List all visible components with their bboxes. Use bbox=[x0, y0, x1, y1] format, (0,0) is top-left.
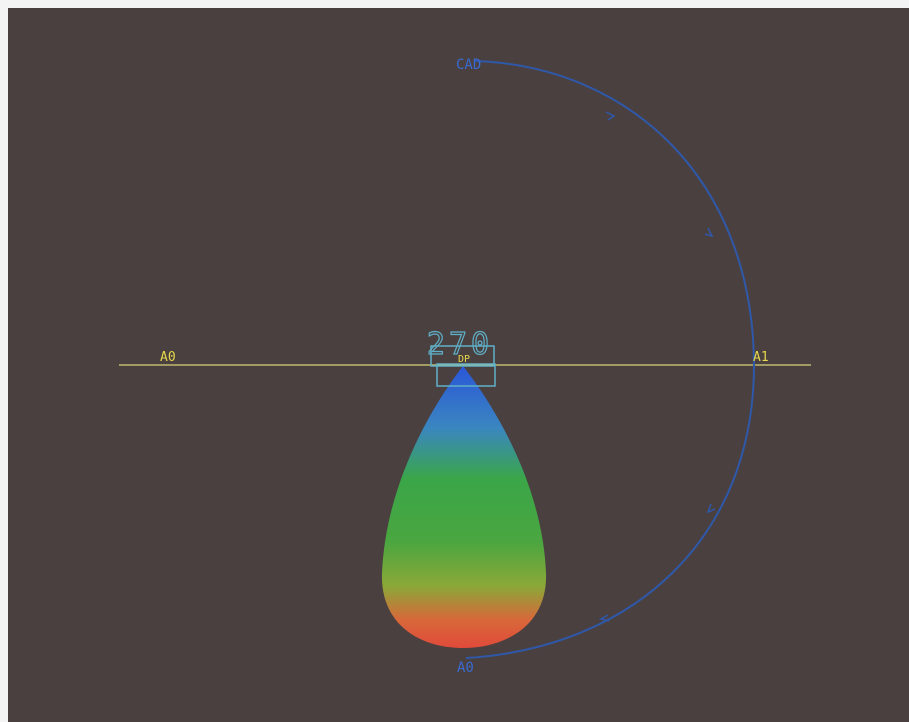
arc-marker-3 bbox=[706, 503, 716, 514]
teardrop-shape bbox=[381, 366, 547, 648]
viewport-canvas: 270 DP A0 A1 CAD A0 bbox=[8, 8, 909, 722]
arc-marker-4 bbox=[599, 614, 610, 622]
center-frame-outer bbox=[430, 345, 495, 367]
bottom-label: A0 bbox=[457, 660, 474, 676]
top-label: CAD bbox=[456, 57, 481, 73]
polar-diagram: 270 DP A0 A1 CAD A0 bbox=[119, 57, 811, 676]
right-label: A1 bbox=[753, 350, 769, 365]
center-tag: DP bbox=[458, 354, 470, 365]
center-frame-inner bbox=[436, 363, 496, 387]
semicircle-arc bbox=[465, 60, 756, 659]
arc-marker-1 bbox=[605, 111, 616, 121]
center-readout: 270 bbox=[427, 327, 493, 362]
arc-marker-2 bbox=[704, 227, 714, 238]
left-label: A0 bbox=[160, 350, 176, 365]
